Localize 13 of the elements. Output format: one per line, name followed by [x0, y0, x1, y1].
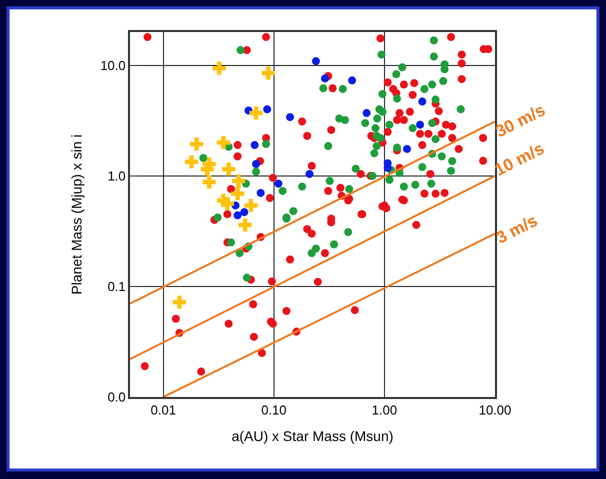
y-tick-label: 10.0	[100, 58, 126, 73]
text: 3 m/s	[493, 210, 541, 248]
text: 30 m/s	[492, 100, 548, 142]
y-tick-label: 0.1	[108, 278, 126, 294]
y-tick-label: 0.0	[108, 390, 126, 405]
x-axis-title: a(AU) x Star Mass (Msun)	[232, 428, 394, 444]
x-tick-label: 0.01	[150, 402, 176, 418]
y-tick-label: 1.0	[108, 168, 126, 184]
y-axis-title: Planet Mass (Mjup) x sin i	[68, 134, 84, 295]
text: 10 m/s	[491, 138, 548, 180]
x-tick-label: 1.00	[372, 402, 398, 418]
x-tick-label: 0.10	[261, 402, 287, 418]
x-tick-label: 10.00	[478, 402, 512, 418]
